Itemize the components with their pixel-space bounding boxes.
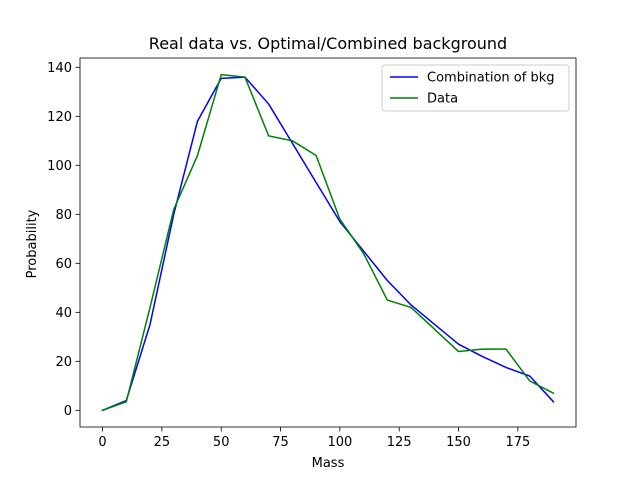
x-axis-label: Mass <box>312 456 345 471</box>
y-tick-label: 80 <box>55 208 72 223</box>
y-tick-label: 20 <box>55 355 72 370</box>
legend-label: Data <box>427 92 458 107</box>
y-tick-label: 100 <box>47 159 72 174</box>
x-tick-label: 175 <box>505 435 530 450</box>
series-line-data <box>101 73 555 412</box>
y-tick-label: 40 <box>55 306 72 321</box>
legend-label: Combination of bkg <box>427 71 555 86</box>
legend: Combination of bkg Data <box>381 64 570 112</box>
legend-box <box>381 64 570 112</box>
plot-area <box>79 57 577 428</box>
x-tick-label: 150 <box>446 435 471 450</box>
y-tick-label: 120 <box>47 110 72 125</box>
plot-frame <box>79 57 577 428</box>
x-tick-label: 0 <box>98 435 106 450</box>
x-tick-label: 75 <box>272 435 289 450</box>
y-axis-label: Probability <box>25 209 40 278</box>
x-tick-label: 50 <box>213 435 230 450</box>
y-tick-label: 0 <box>64 404 72 419</box>
x-tick-label: 100 <box>327 435 352 450</box>
chart-title: Real data vs. Optimal/Combined backgroun… <box>149 34 507 53</box>
x-axis: 0 25 50 75 100 125 150 175 <box>98 427 530 450</box>
y-axis: 0 20 40 60 80 100 120 140 <box>47 61 80 419</box>
x-tick-label: 25 <box>154 435 171 450</box>
y-tick-label: 60 <box>55 257 72 272</box>
y-tick-label: 140 <box>47 61 72 76</box>
x-tick-label: 125 <box>387 435 412 450</box>
